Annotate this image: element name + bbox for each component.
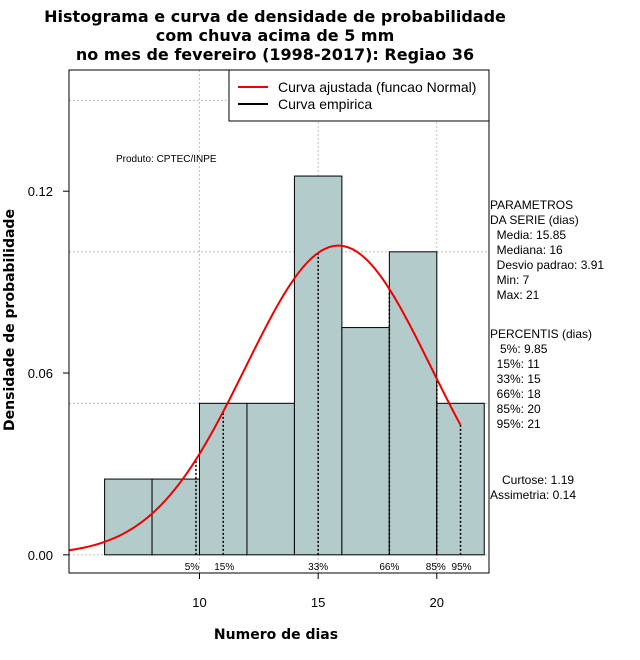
parametros-line: DA SERIE (dias) [490, 213, 579, 227]
title-line-3: no mes de fevereiro (1998-2017): Regiao … [76, 45, 474, 64]
parametros-line: PARAMETROS [490, 198, 573, 212]
y-tick-label: 0.00 [28, 548, 53, 563]
parametros-line: Min: 7 [490, 273, 530, 287]
percentis-line: 15%: 11 [490, 357, 540, 371]
title-line-2: com chuva acima de 5 mm [156, 26, 395, 45]
legend-label-fitted: Curva ajustada (funcao Normal) [278, 79, 476, 95]
y-axis-label: Densidade de probabilidade [2, 209, 18, 431]
parametros-line: Desvio padrao: 3.91 [490, 258, 604, 272]
y-tick-label: 0.12 [28, 184, 53, 199]
percentis-line: 5%: 9.85 [490, 342, 548, 356]
percentile-label: 33% [308, 562, 328, 573]
percentile-label: 66% [379, 562, 399, 573]
title-line-1: Histograma e curva de densidade de proba… [44, 7, 506, 26]
product-annotation: Produto: CPTEC/INPE [116, 154, 217, 165]
legend-box [228, 69, 490, 122]
histogram-bars [104, 175, 485, 556]
percentis-line: 95%: 21 [490, 417, 541, 431]
parametros-line: Mediana: 16 [490, 243, 563, 257]
histogram-bar [151, 478, 201, 556]
histogram-bar [246, 402, 295, 556]
normal-curve [68, 244, 462, 552]
histogram-bar [104, 478, 153, 556]
curtose-text: Curtose: 1.19 [502, 473, 574, 487]
legend-label-empirical: Curva empirica [278, 96, 372, 112]
x-axis: 10 15 20 [192, 573, 444, 610]
legend: Curva ajustada (funcao Normal) Curva emp… [228, 69, 490, 122]
x-tick-label: 10 [192, 595, 206, 610]
percentis-line: 66%: 18 [490, 387, 541, 401]
y-tick-label: 0.06 [28, 366, 53, 381]
percentile-label: 15% [214, 562, 234, 573]
parametros-line: Media: 15.85 [490, 228, 566, 242]
percentis-line: 85%: 20 [490, 402, 541, 416]
x-tick-label: 20 [430, 595, 444, 610]
chart-title: Histograma e curva de densidade de proba… [44, 7, 506, 64]
y-axis: 0.00 0.06 0.12 [28, 184, 69, 563]
x-axis-label: Numero de dias [214, 627, 338, 643]
percentile-label: 5% [185, 562, 200, 573]
percentis-line: PERCENTIS (dias) [490, 327, 592, 341]
histogram-bar [388, 251, 438, 556]
assimetria-text: Assimetria: 0.14 [490, 488, 576, 502]
histogram-bar [341, 327, 390, 556]
percentile-label: 95% [452, 562, 472, 573]
percentile-label: 85% [426, 562, 446, 573]
percentis-line: 33%: 15 [490, 372, 541, 386]
percentile-markers: 5% 15% 33% 66% 85% 95% [185, 252, 472, 573]
parametros-line: Max: 21 [490, 288, 540, 302]
x-tick-label: 15 [311, 595, 325, 610]
normal-curve-line [68, 244, 462, 552]
